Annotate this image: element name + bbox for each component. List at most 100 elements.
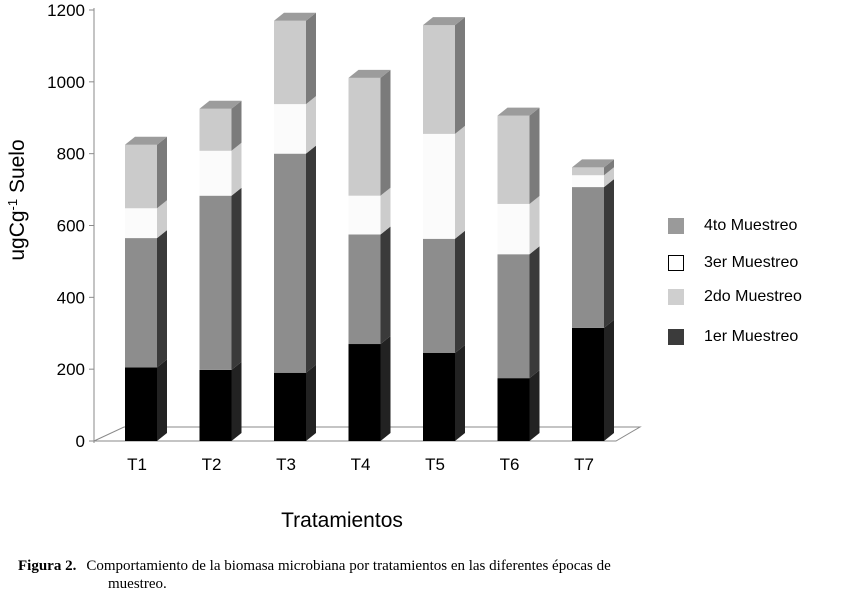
- bar-segment: [423, 17, 465, 134]
- bar-face: [125, 367, 157, 441]
- bar-top: [199, 100, 242, 109]
- bar-face: [497, 115, 530, 204]
- bar-side: [306, 145, 316, 373]
- bar-segment: [572, 319, 614, 441]
- bar-face: [348, 195, 381, 235]
- bar-side: [306, 364, 316, 441]
- bar-side: [604, 159, 614, 176]
- bar-face: [199, 195, 232, 370]
- bar-segment: [423, 125, 465, 239]
- bar-segment: [348, 69, 391, 196]
- bar-side: [380, 336, 391, 441]
- bar-face: [497, 254, 530, 379]
- bar-face: [199, 108, 232, 151]
- x-tick-label: T7: [574, 455, 594, 474]
- bar-segment: [497, 107, 540, 204]
- bar-side: [157, 359, 167, 441]
- bar-top: [348, 69, 391, 78]
- bar-face: [497, 378, 530, 441]
- bar-top: [274, 12, 316, 21]
- bar-side: [157, 230, 167, 368]
- bar-segment: [199, 100, 242, 151]
- caption-text-continued: muestreo.: [108, 576, 167, 592]
- bar-face: [274, 153, 306, 373]
- chart-bars: [125, 12, 614, 441]
- caption-label: Figura 2.: [18, 558, 77, 574]
- bar-face: [125, 238, 157, 368]
- bar-face: [423, 238, 455, 354]
- caption-text: Comportamiento de la biomasa microbiana …: [86, 558, 611, 574]
- bar-top: [125, 136, 167, 145]
- x-tick-label: T1: [127, 455, 147, 474]
- legend-item: 4to Muestreo: [668, 216, 838, 236]
- bar-face: [423, 353, 455, 441]
- bar-face: [274, 372, 306, 441]
- chart-legend: 4to Muestreo 3er Muestreo 2do Muestreo 1er …: [668, 216, 838, 364]
- bar-segment: [572, 159, 614, 176]
- bar-face: [497, 203, 530, 255]
- bar-face: [274, 104, 306, 154]
- x-tick-label: T3: [276, 455, 296, 474]
- bar-segment: [274, 96, 316, 154]
- y-tick-label: 1200: [47, 1, 85, 20]
- bar-side: [529, 246, 540, 379]
- bar-face: [125, 144, 157, 209]
- stacked-bar-chart: 0 200 400 600 800 1000 1200 T1 T2 T3 T4 T5 T6 T7 ugCg…: [5, 1, 642, 532]
- bar-side: [604, 167, 614, 188]
- bar-segment: [572, 167, 614, 188]
- y-tick-label: 1000: [47, 73, 85, 92]
- bar-side: [455, 125, 465, 239]
- bar-side: [455, 345, 465, 441]
- bar-side: [455, 230, 465, 354]
- bar-segment: [274, 145, 316, 373]
- legend-label: 4to Muestreo: [704, 217, 798, 234]
- bar-segment: [497, 370, 540, 441]
- bar-face: [572, 187, 604, 328]
- bar-segment: [125, 230, 167, 368]
- bar-segment: [423, 230, 465, 354]
- legend-item: 2do Muestreo: [668, 287, 838, 307]
- bar-segment: [199, 142, 242, 196]
- bar-face: [348, 234, 381, 345]
- chart-labels: 0 200 400 600 800 1000 1200 T1 T2 T3 T4 T5 T6 T7: [47, 1, 594, 474]
- legend-item: 3er Muestreo: [668, 253, 838, 273]
- bar-face: [125, 208, 157, 239]
- y-axis-label: ugCg-1 Suelo: [5, 139, 30, 260]
- y-tick-label: 200: [57, 360, 85, 379]
- x-tick-label: T6: [500, 455, 520, 474]
- y-tick-label: 800: [57, 145, 85, 164]
- bar-face: [572, 175, 604, 188]
- legend-label: 2do Muestreo: [704, 288, 802, 305]
- bar-segment: [497, 246, 540, 379]
- bar-segment: [274, 12, 316, 105]
- bar-face: [348, 77, 381, 196]
- bar-face: [274, 20, 306, 105]
- bar-face: [423, 133, 455, 239]
- bar-face: [199, 150, 232, 196]
- bar-side: [380, 226, 391, 345]
- x-axis-label: Tratamientos: [281, 509, 403, 532]
- x-tick-label: T5: [425, 455, 445, 474]
- bar-segment: [199, 187, 242, 370]
- bar-side: [306, 12, 316, 105]
- bar-side: [231, 361, 242, 441]
- bar-side: [306, 96, 316, 154]
- bar-side: [231, 187, 242, 370]
- bar-segment: [125, 359, 167, 441]
- bar-segment: [348, 226, 391, 345]
- figure-caption: Figura 2. Comportamiento de la biomasa mi…: [18, 557, 838, 593]
- bar-segment: [348, 187, 391, 235]
- bar-face: [423, 25, 455, 134]
- bar-top: [497, 107, 540, 116]
- bar-top: [423, 17, 465, 26]
- bar-side: [231, 100, 242, 151]
- bar-segment: [423, 345, 465, 441]
- bar-side: [455, 17, 465, 134]
- x-tick-label: T2: [202, 455, 222, 474]
- bar-face: [572, 167, 604, 176]
- bar-segment: [199, 361, 242, 441]
- legend-label: 1er Muestreo: [704, 328, 799, 345]
- bar-face: [199, 369, 232, 441]
- bar-side: [380, 187, 391, 235]
- bar-face: [572, 327, 604, 441]
